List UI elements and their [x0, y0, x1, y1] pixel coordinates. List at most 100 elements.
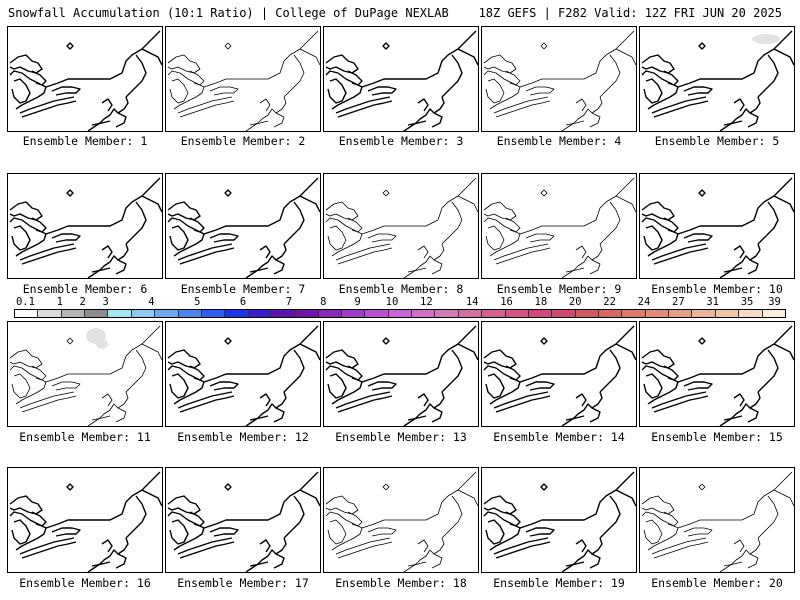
map-boundary-line [525, 233, 555, 243]
legend-tick-label: 18 [534, 296, 548, 308]
map-boundary-line [11, 519, 31, 545]
ensemble-member-map [639, 321, 795, 427]
map-boundary-line [382, 42, 390, 50]
map-boundary-line [249, 561, 269, 567]
map-boundary-line [203, 225, 236, 235]
map-boundary-line [710, 177, 793, 227]
map-boundary-line [115, 553, 127, 569]
map-boundary-line [203, 78, 236, 88]
map-boundary-line [483, 201, 517, 221]
legend-tick-label: 39 [768, 296, 781, 308]
map-boundary-line [651, 96, 707, 114]
map-boundary-line [663, 217, 679, 233]
map-boundary-line [203, 519, 236, 529]
legend-tick-label: 8 [320, 296, 327, 308]
map-boundary-line [367, 233, 397, 243]
map-boundary-line [189, 217, 205, 233]
map-boundary-line [540, 337, 548, 345]
legend-tick-label: 7 [285, 296, 293, 308]
map-boundary-line [561, 537, 603, 572]
map-boundary-line [641, 495, 675, 515]
map-boundary-line [209, 86, 239, 96]
map-boundary-line [773, 48, 794, 66]
map-boundary-line [19, 243, 75, 261]
map-boundary-line [519, 225, 552, 235]
map-boundary-line [561, 243, 603, 278]
map-boundary-line [115, 112, 127, 128]
map-boundary-line [495, 541, 551, 559]
ensemble-member-map [7, 26, 163, 132]
map-boundary-line [733, 245, 745, 259]
legend-tick-label: 3 [102, 296, 109, 308]
map-boundary-line [403, 537, 445, 572]
map-boundary-line [493, 537, 549, 555]
ensemble-member-map [639, 26, 795, 132]
map-boundary-line [457, 48, 478, 66]
legend-swatch [412, 310, 436, 317]
map-boundary-line [599, 54, 621, 98]
map-boundary-line [249, 415, 269, 421]
legend-swatch [645, 310, 670, 317]
map-boundary-line [66, 42, 74, 50]
map-boundary-line [505, 365, 521, 381]
map-boundary-line [643, 373, 663, 399]
coastline-map [483, 325, 636, 426]
map-boundary-line [653, 395, 709, 413]
map-boundary-line [31, 70, 47, 86]
ensemble-member-label: Ensemble Member: 8 [338, 282, 464, 296]
ensemble-member-label: Ensemble Member: 2 [180, 134, 306, 148]
map-boundary-line [337, 100, 393, 118]
map-boundary-line [698, 483, 706, 491]
map-boundary-line [101, 539, 113, 553]
map-boundary-line [525, 86, 555, 96]
legend-swatch [435, 310, 459, 317]
map-boundary-line [327, 78, 347, 104]
legend-swatch [458, 310, 483, 317]
map-boundary-line [431, 407, 443, 423]
ensemble-member-label: Ensemble Member: 14 [493, 430, 625, 444]
map-boundary-line [565, 415, 585, 421]
coastline-map [483, 177, 636, 278]
map-boundary-line [525, 527, 555, 537]
map-boundary-line [101, 98, 113, 112]
map-boundary-line [653, 100, 709, 118]
map-boundary-line [335, 391, 391, 409]
map-boundary-line [733, 393, 745, 407]
map-boundary-line [663, 511, 679, 527]
map-boundary-line [483, 349, 517, 369]
legend-tick-label: 20 [568, 296, 582, 308]
map-boundary-line [519, 519, 552, 529]
map-boundary-line [677, 78, 710, 88]
map-boundary-line [651, 243, 707, 261]
map-boundary-line [91, 267, 111, 273]
map-boundary-line [773, 343, 794, 361]
map-boundary-line [21, 100, 77, 118]
map-boundary-line [167, 70, 205, 110]
legend-tick-label: 4 [148, 296, 155, 308]
map-boundary-line [101, 393, 113, 407]
map-boundary-line [125, 349, 147, 393]
map-boundary-line [367, 381, 397, 391]
map-boundary-line [167, 54, 201, 74]
map-boundary-line [245, 243, 287, 278]
map-boundary-line [407, 561, 427, 567]
map-boundary-line [337, 395, 393, 413]
map-boundary-line [45, 373, 78, 383]
map-boundary-line [224, 42, 232, 50]
map-boundary-line [236, 30, 319, 80]
map-boundary-line [403, 391, 445, 426]
map-boundary-line [335, 537, 391, 555]
map-boundary-line [485, 373, 505, 399]
map-boundary-line [698, 189, 706, 197]
map-boundary-line [179, 100, 235, 118]
map-boundary-line [483, 217, 521, 257]
map-boundary-line [575, 539, 587, 553]
map-boundary-line [493, 96, 549, 114]
legend-swatch [505, 310, 529, 317]
map-boundary-line [299, 343, 320, 361]
map-boundary-line [615, 489, 636, 507]
map-boundary-line [457, 343, 478, 361]
legend-tick-label: 31 [706, 296, 720, 308]
map-boundary-line [337, 541, 393, 559]
map-boundary-line [663, 70, 679, 86]
